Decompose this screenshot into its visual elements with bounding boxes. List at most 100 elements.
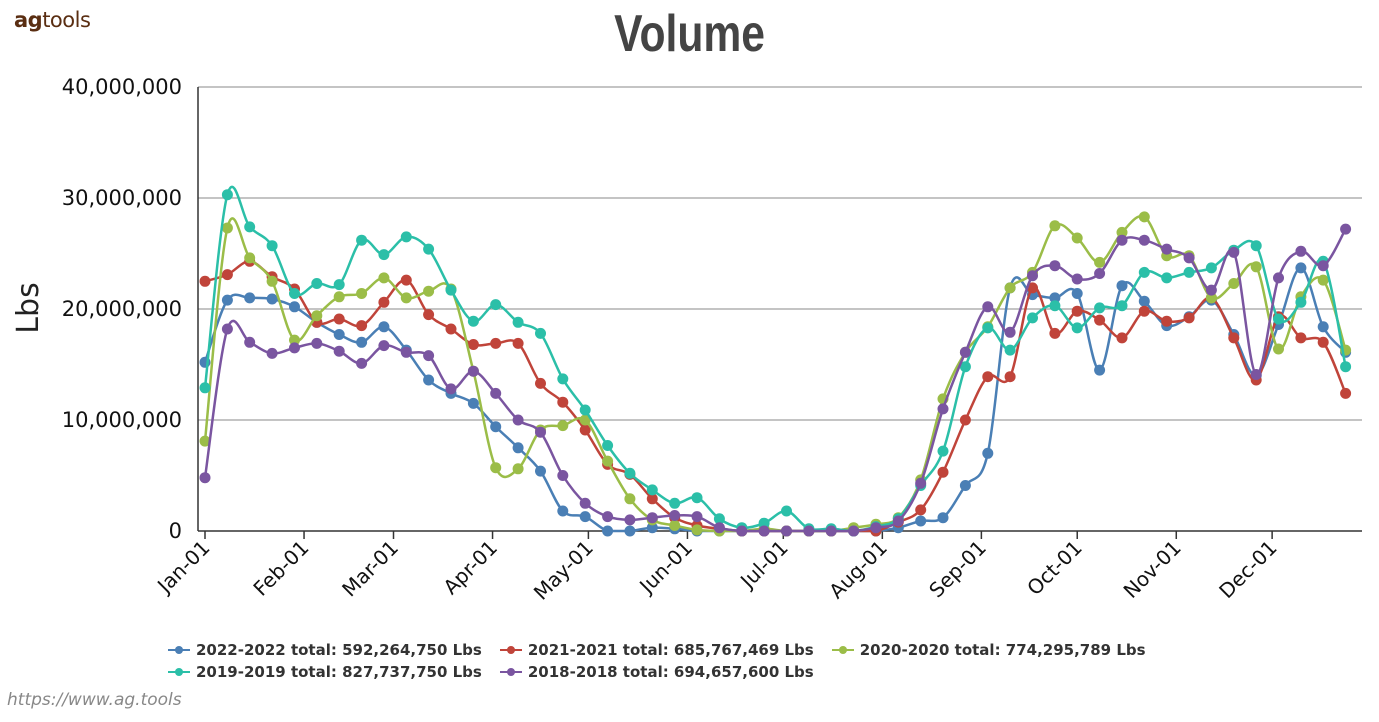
data-point-2018-2018 <box>244 336 256 348</box>
data-point-2018-2018 <box>1317 260 1329 272</box>
data-point-2019-2019 <box>356 234 368 246</box>
y-axis-label: Lbs <box>11 282 46 333</box>
data-point-2018-2018 <box>892 515 904 527</box>
series-line-2018-2018 <box>203 228 1347 533</box>
x-tick-label: Dec-01 <box>1214 536 1281 603</box>
data-point-2022-2022 <box>490 421 502 433</box>
data-point-2018-2018 <box>959 346 971 358</box>
legend-row-2: 2019-2019 total: 827,737,750 Lbs 2018-20… <box>168 661 1318 683</box>
data-point-2018-2018 <box>870 522 882 534</box>
x-tick-label: Feb-01 <box>248 536 313 601</box>
data-point-2022-2022 <box>646 522 658 534</box>
data-point-2018-2018 <box>803 525 815 537</box>
data-point-2018-2018 <box>512 414 524 426</box>
data-point-2018-2018 <box>1094 268 1106 279</box>
data-point-2018-2018 <box>624 514 636 526</box>
data-point-2018-2018 <box>736 525 748 537</box>
data-point-2019-2019 <box>289 288 300 299</box>
data-point-2022-2022 <box>624 525 636 537</box>
series-line-2020-2020 <box>203 214 1347 533</box>
data-point-2019-2019 <box>691 492 703 504</box>
data-point-2018-2018 <box>378 340 390 352</box>
series-line-2021-2021 <box>204 260 1347 533</box>
data-point-2020-2020 <box>602 455 614 467</box>
data-point-2019-2019 <box>1183 266 1195 278</box>
data-point-2022-2022 <box>1049 292 1061 304</box>
data-point-2022-2022 <box>915 515 927 527</box>
data-point-2021-2021 <box>1183 312 1195 324</box>
data-point-2022-2022 <box>423 374 435 386</box>
data-point-2019-2019 <box>400 231 412 243</box>
data-point-2019-2019 <box>378 249 390 261</box>
data-point-2021-2021 <box>1004 371 1016 383</box>
data-point-2022-2022 <box>1317 321 1329 333</box>
data-point-2022-2022 <box>937 512 949 524</box>
data-point-2021-2021 <box>490 337 502 349</box>
data-point-2020-2020 <box>691 524 703 536</box>
data-point-2018-2018 <box>1116 234 1128 246</box>
data-point-2022-2022 <box>467 397 479 409</box>
data-point-2021-2021 <box>1228 332 1240 344</box>
data-point-2018-2018 <box>825 525 837 537</box>
legend-item-2021[interactable]: 2021-2021 total: 685,767,469 Lbs <box>499 641 814 659</box>
brand-logo-bold: ag <box>14 8 43 32</box>
data-point-2018-2018 <box>1161 243 1173 255</box>
data-point-2022-2022 <box>221 294 233 306</box>
y-tick-label: 20,000,000 <box>62 297 182 321</box>
data-point-2021-2021 <box>1027 282 1038 294</box>
x-tick-label: Jan-01 <box>151 536 214 599</box>
data-point-2019-2019 <box>333 279 345 291</box>
data-point-2021-2021 <box>646 493 658 505</box>
brand-logo: agtools <box>14 8 91 32</box>
data-point-2022-2022 <box>1295 262 1307 274</box>
chart-legend: 2022-2022 total: 592,264,750 Lbs 2021-20… <box>168 639 1318 683</box>
data-point-2019-2019 <box>1049 300 1061 312</box>
legend-swatch-icon <box>168 666 190 678</box>
data-point-2020-2020 <box>333 291 345 303</box>
data-point-2018-2018 <box>333 345 345 357</box>
source-url[interactable]: https://www.ag.tools <box>7 690 182 710</box>
data-point-2018-2018 <box>467 365 479 377</box>
legend-item-2020[interactable]: 2020-2020 total: 774,295,789 Lbs <box>831 641 1146 659</box>
data-point-2018-2018 <box>915 477 927 489</box>
data-point-2019-2019 <box>221 189 233 201</box>
data-point-2018-2018 <box>423 350 435 362</box>
data-point-2021-2021 <box>1317 336 1329 348</box>
data-point-2022-2022 <box>1138 295 1150 307</box>
brand-logo-rest: tools <box>42 8 91 32</box>
data-point-2018-2018 <box>1273 272 1284 284</box>
data-point-2019-2019 <box>646 484 658 496</box>
x-tick-label: Sep-01 <box>924 536 991 603</box>
data-point-2022-2022 <box>266 293 278 305</box>
data-point-2019-2019 <box>1273 313 1284 325</box>
data-point-2018-2018 <box>1340 223 1352 235</box>
series-layer <box>199 185 1352 537</box>
data-point-2019-2019 <box>937 445 949 457</box>
data-point-2020-2020 <box>579 414 591 426</box>
data-point-2021-2021 <box>378 296 390 308</box>
data-point-2020-2020 <box>1071 232 1083 244</box>
data-point-2019-2019 <box>1138 266 1150 278</box>
data-point-2018-2018 <box>982 301 994 313</box>
legend-row-1: 2022-2022 total: 592,264,750 Lbs 2021-20… <box>168 639 1318 661</box>
data-point-2021-2021 <box>423 309 435 321</box>
data-point-2022-2022 <box>333 329 345 340</box>
data-point-2019-2019 <box>1161 272 1173 284</box>
data-point-2021-2021 <box>557 396 569 408</box>
data-point-2020-2020 <box>244 252 256 264</box>
data-point-2021-2021 <box>982 371 994 383</box>
data-point-2019-2019 <box>758 517 770 529</box>
data-point-2018-2018 <box>311 337 323 349</box>
data-point-2019-2019 <box>557 373 569 385</box>
data-point-2018-2018 <box>1205 284 1217 296</box>
series-line-2022-2022 <box>203 266 1347 533</box>
legend-item-2019[interactable]: 2019-2019 total: 827,737,750 Lbs <box>168 663 482 681</box>
legend-item-2022[interactable]: 2022-2022 total: 592,264,750 Lbs <box>168 641 482 659</box>
data-point-2022-2022 <box>579 511 591 523</box>
data-point-2020-2020 <box>199 435 211 447</box>
legend-item-2018[interactable]: 2018-2018 total: 694,657,600 Lbs <box>499 663 814 681</box>
data-point-2021-2021 <box>356 320 368 332</box>
data-point-2020-2020 <box>1116 226 1128 238</box>
legend-swatch-icon <box>168 644 190 656</box>
